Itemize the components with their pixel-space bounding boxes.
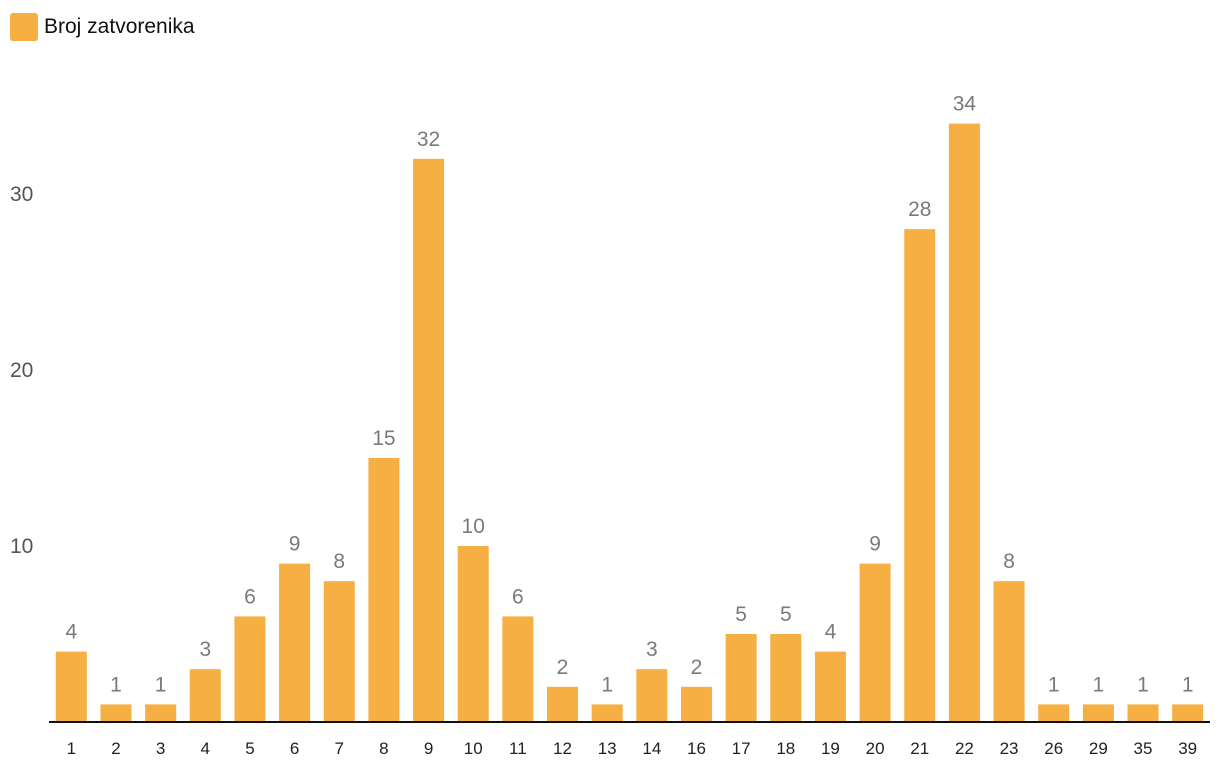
data-label: 1: [110, 673, 122, 696]
x-tick-label: 12: [553, 739, 572, 758]
data-label: 28: [908, 198, 931, 221]
data-label: 10: [462, 515, 485, 538]
x-tick-label: 18: [776, 739, 795, 758]
x-tick-label: 2: [111, 739, 120, 758]
data-label: 6: [512, 585, 524, 608]
bar: [368, 458, 399, 722]
bar: [904, 229, 935, 722]
x-tick-label: 9: [424, 739, 433, 758]
data-label: 32: [417, 128, 440, 151]
x-tick-label: 35: [1134, 739, 1153, 758]
data-label: 1: [1137, 673, 1149, 696]
x-tick-label: 26: [1044, 739, 1063, 758]
data-label: 15: [372, 427, 395, 450]
data-label: 1: [1048, 673, 1060, 696]
bar: [994, 581, 1025, 722]
data-label: 2: [557, 656, 569, 679]
x-tick-label: 20: [866, 739, 885, 758]
x-tick-label: 6: [290, 739, 299, 758]
x-axis-ticks: 1 2 3 4 5 6 7 8 9 10 11 12 13 14 16 17 18 19 20 21 22 23 26 29 3…: [67, 739, 1198, 758]
bar: [56, 652, 87, 722]
bar: [681, 687, 712, 722]
data-label: 2: [691, 656, 703, 679]
bars: [56, 124, 1203, 722]
data-label: 9: [869, 533, 881, 556]
data-label: 1: [1182, 673, 1194, 696]
x-tick-label: 3: [156, 739, 165, 758]
data-label: 4: [65, 621, 77, 644]
data-label: 1: [601, 673, 613, 696]
bar: [190, 669, 221, 722]
x-tick-label: 5: [245, 739, 254, 758]
data-label: 8: [1003, 550, 1015, 573]
data-label: 5: [735, 603, 747, 626]
x-tick-label: 14: [642, 739, 661, 758]
bar: [636, 669, 667, 722]
x-tick-label: 22: [955, 739, 974, 758]
x-tick-label: 4: [201, 739, 210, 758]
bar: [502, 616, 533, 722]
x-tick-label: 21: [910, 739, 929, 758]
x-tick-label: 29: [1089, 739, 1108, 758]
y-tick-label: 10: [10, 535, 33, 558]
y-tick-label: 30: [10, 183, 33, 206]
data-label: 4: [825, 621, 837, 644]
x-tick-label: 8: [379, 739, 388, 758]
x-tick-label: 1: [67, 739, 76, 758]
x-tick-label: 16: [687, 739, 706, 758]
bar: [949, 124, 980, 722]
bar: [458, 546, 489, 722]
x-tick-label: 19: [821, 739, 840, 758]
bar: [1038, 704, 1069, 722]
bar: [726, 634, 757, 722]
bar: [860, 564, 891, 722]
data-label: 5: [780, 603, 792, 626]
bar: [413, 159, 444, 722]
data-label: 6: [244, 585, 256, 608]
bar: [1128, 704, 1159, 722]
data-label: 34: [953, 93, 977, 116]
y-axis-ticks: 10 20 30: [10, 183, 33, 558]
x-tick-label: 10: [464, 739, 483, 758]
x-tick-label: 23: [1000, 739, 1019, 758]
y-tick-label: 20: [10, 359, 33, 382]
bar: [1083, 704, 1114, 722]
x-tick-label: 39: [1178, 739, 1197, 758]
bar: [100, 704, 131, 722]
data-label: 1: [1093, 673, 1105, 696]
bar: [279, 564, 310, 722]
bar: [815, 652, 846, 722]
data-label: 1: [155, 673, 167, 696]
x-tick-label: 13: [598, 739, 617, 758]
bar: [145, 704, 176, 722]
data-label: 8: [333, 550, 345, 573]
x-tick-label: 17: [732, 739, 751, 758]
bar: [770, 634, 801, 722]
bar: [592, 704, 623, 722]
data-label: 3: [646, 638, 658, 661]
bar: [1172, 704, 1203, 722]
bar: [324, 581, 355, 722]
data-label: 3: [199, 638, 211, 661]
x-tick-label: 7: [335, 739, 344, 758]
bar: [234, 616, 265, 722]
bar: [547, 687, 578, 722]
data-label: 9: [289, 533, 301, 556]
x-tick-label: 11: [509, 739, 527, 758]
